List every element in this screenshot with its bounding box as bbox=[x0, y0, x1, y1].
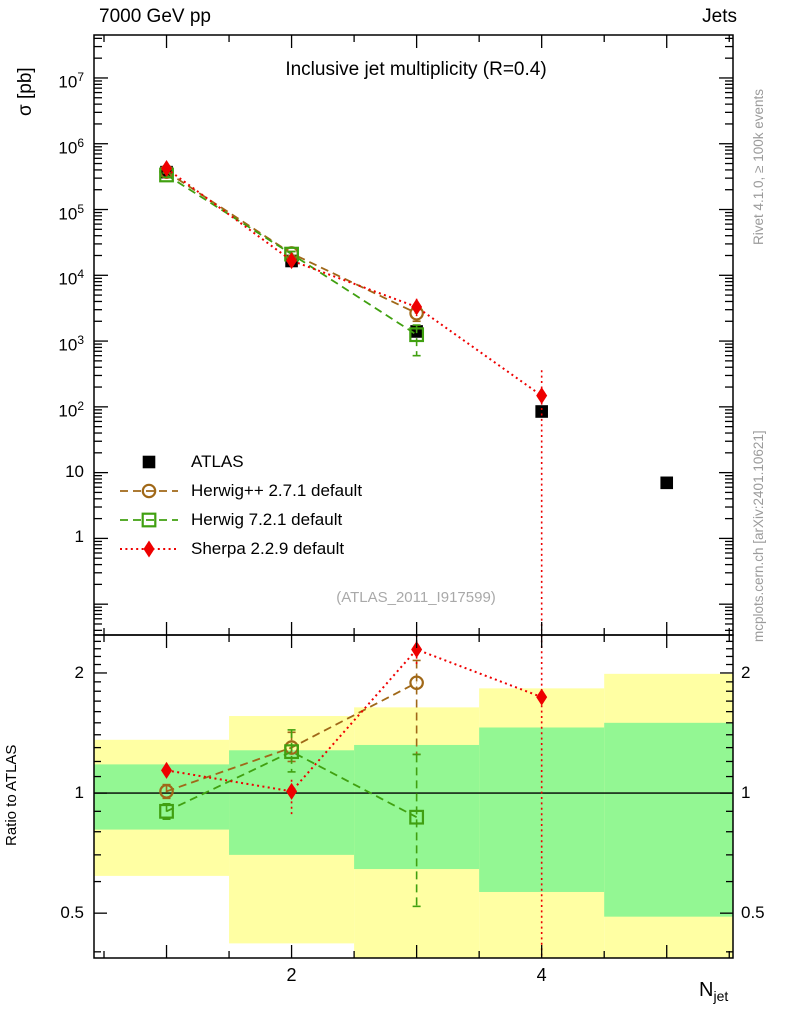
series-line bbox=[165, 167, 543, 397]
circle-open-icon bbox=[120, 483, 178, 498]
data-point-diamond bbox=[411, 641, 423, 659]
series-line bbox=[166, 171, 418, 315]
green-uncertainty-band bbox=[94, 764, 230, 830]
legend-item-atlas: ATLAS bbox=[118, 447, 362, 476]
data-point-open-circle bbox=[141, 483, 157, 498]
data-point-open-circle bbox=[409, 675, 424, 691]
square-filled-icon bbox=[142, 455, 156, 468]
x-axis-label-main: N bbox=[699, 979, 714, 1001]
legend-label: Herwig++ 2.7.1 default bbox=[191, 480, 363, 500]
data-point-diamond bbox=[161, 160, 173, 178]
legend-swatch bbox=[120, 483, 178, 498]
main-y-tick-label: 1 bbox=[74, 527, 84, 547]
main-y-tick-label: 107 bbox=[58, 69, 84, 92]
main-series-herwig++ bbox=[159, 164, 424, 323]
data-point-open-square bbox=[159, 803, 174, 819]
square-open-icon bbox=[120, 512, 178, 527]
data-point-open-square bbox=[409, 809, 425, 825]
data-point-diamond bbox=[411, 298, 423, 316]
data-point-diamond bbox=[161, 761, 173, 779]
data-point-square bbox=[142, 455, 156, 468]
legend-item-sherpa: Sherpa 2.2.9 default bbox=[118, 534, 362, 563]
legend-label: Herwig 7.2.1 default bbox=[191, 509, 343, 529]
mcplots-reference-note: mcplots.cern.ch [arXiv:2401.10621] bbox=[751, 430, 766, 642]
beam-info: 7000 GeV pp bbox=[99, 6, 211, 27]
data-point-open-square bbox=[141, 512, 157, 527]
data-point-open-square bbox=[409, 327, 425, 343]
plot-title: Inclusive jet multiplicity (R=0.4) bbox=[285, 59, 547, 80]
legend: ATLAS Herwig++ 2.7.1 default Herwig 7.2.… bbox=[118, 447, 362, 563]
main-y-tick-label: 10 bbox=[65, 461, 84, 481]
legend-swatch bbox=[142, 455, 156, 468]
data-point-diamond bbox=[143, 540, 155, 557]
ratio-y-axis-label: Ratio to ATLAS bbox=[3, 744, 20, 846]
legend-item-herwigpp: Herwig++ 2.7.1 default bbox=[118, 476, 362, 505]
main-y-tick-label: 106 bbox=[58, 135, 84, 158]
series-line bbox=[166, 750, 418, 818]
data-point-square bbox=[535, 405, 548, 418]
main-y-tick-label: 105 bbox=[58, 201, 84, 224]
x-axis-label-sub: jet bbox=[713, 988, 729, 1004]
ratio-y-tick-label-right: 1 bbox=[741, 783, 751, 803]
legend-swatch bbox=[120, 540, 178, 557]
main-series-sherpa bbox=[161, 160, 548, 631]
legend-swatch bbox=[120, 512, 178, 527]
data-point-open-square bbox=[284, 744, 299, 760]
main-y-tick-label: 104 bbox=[58, 267, 84, 289]
ratio-y-tick-label-left: 1 bbox=[74, 783, 84, 803]
data-point-diamond bbox=[536, 688, 548, 706]
analysis-category: Jets bbox=[702, 6, 737, 27]
legend-item-herwig7: Herwig 7.2.1 default bbox=[118, 505, 362, 534]
green-uncertainty-band bbox=[604, 722, 733, 917]
legend-marker-herwigpp bbox=[118, 481, 180, 501]
analysis-id-watermark: (ATLAS_2011_I917599) bbox=[336, 589, 496, 606]
legend-marker-sherpa bbox=[118, 539, 180, 559]
legend-label: ATLAS bbox=[191, 451, 244, 471]
ratio-panel-frame bbox=[93, 634, 734, 959]
data-point-diamond bbox=[286, 252, 298, 270]
x-tick-label: 4 bbox=[536, 965, 547, 985]
ratio-y-tick-label-left: 2 bbox=[74, 662, 84, 682]
x-tick-label: 2 bbox=[286, 965, 297, 985]
legend-marker-atlas bbox=[118, 452, 180, 472]
ratio-y-tick-label-left: 0.5 bbox=[60, 903, 84, 923]
data-point-square bbox=[660, 476, 674, 490]
x-axis-label: Njet bbox=[699, 979, 728, 1004]
ratio-y-tick-label-right: 2 bbox=[741, 662, 751, 682]
rivet-version-note: Rivet 4.1.0, ≥ 100k events bbox=[751, 89, 766, 245]
data-point-diamond bbox=[536, 387, 548, 405]
diamond-filled-icon bbox=[120, 540, 178, 557]
data-point-open-circle bbox=[159, 784, 174, 799]
ratio-series-herwig bbox=[159, 729, 425, 908]
axis-ticks bbox=[94, 35, 733, 958]
legend-marker-herwig7 bbox=[118, 510, 180, 530]
legend-label: Sherpa 2.2.9 default bbox=[191, 538, 345, 558]
ratio-series-sherpa bbox=[161, 635, 548, 958]
ratio-y-tick-label-right: 0.5 bbox=[741, 903, 765, 923]
main-y-tick-label: 102 bbox=[58, 398, 84, 421]
main-y-tick-label: 103 bbox=[58, 333, 84, 355]
data-point-diamond bbox=[286, 782, 298, 800]
